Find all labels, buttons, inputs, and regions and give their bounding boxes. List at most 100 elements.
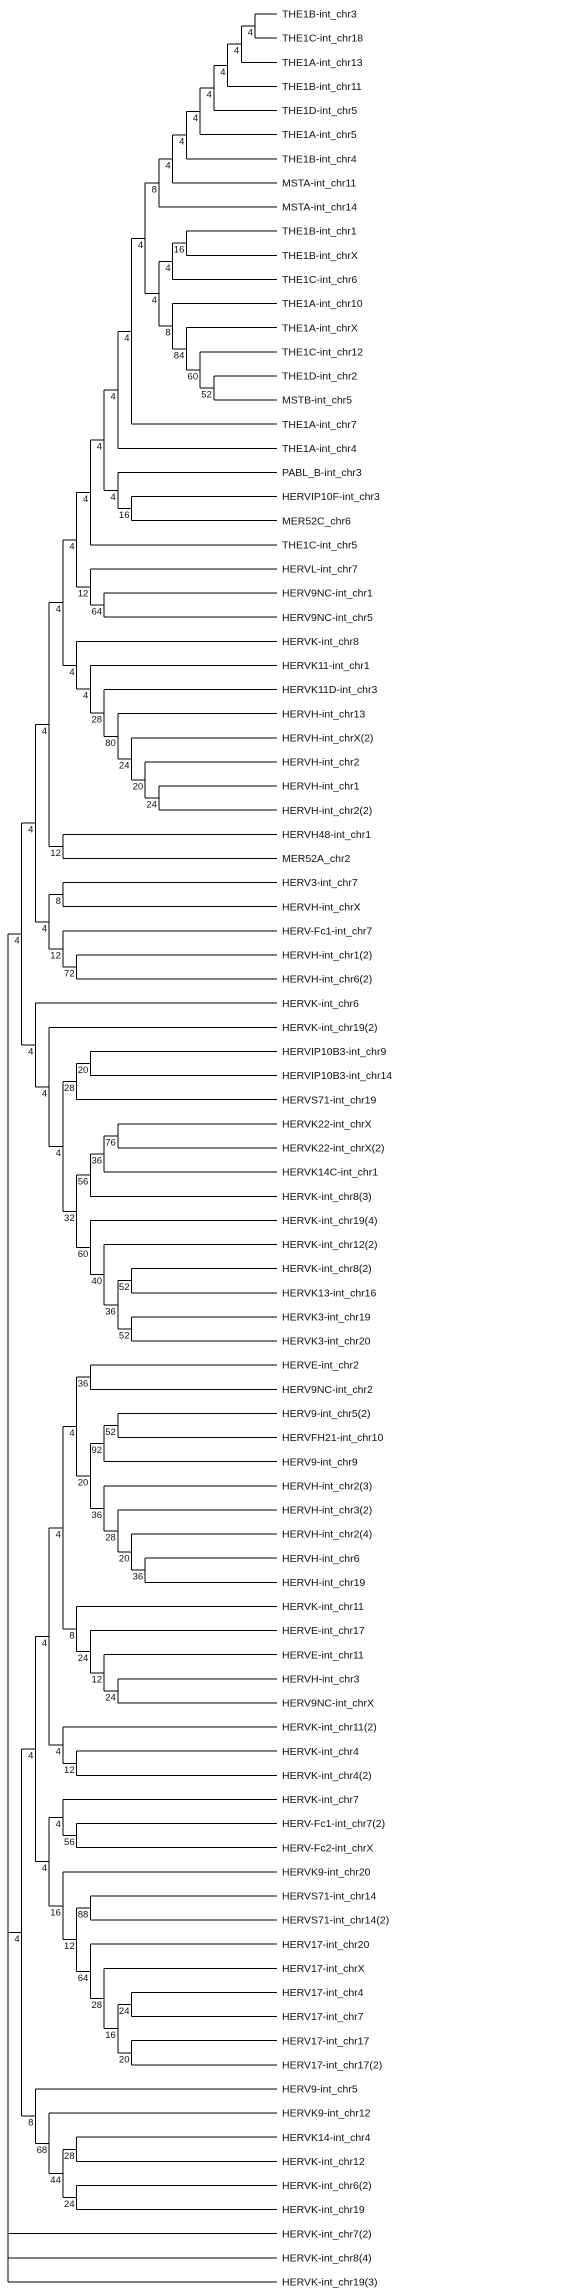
leaf-label: HERVK3-int_chr20 (282, 1336, 371, 1348)
leaf-label: HERVH-int_chr2(2) (282, 805, 372, 817)
leaf-label: HERV17-int_chr17 (282, 2035, 370, 2047)
leaf-label: THE1D-int_chr5 (282, 105, 357, 117)
leaf-label: HERVK22-int_chrX(2) (282, 1143, 385, 1155)
bootstrap-value: 4 (165, 263, 170, 274)
bootstrap-value: 60 (78, 1249, 89, 1260)
bootstrap-value: 24 (78, 1653, 89, 1664)
bootstrap-value: 8 (28, 2118, 33, 2129)
leaf-label: HERVK-int_chr7(2) (282, 2228, 372, 2240)
bootstrap-value: 4 (28, 1047, 33, 1058)
bootstrap-value: 4 (207, 89, 212, 100)
leaf-label: HERV9-int_chr5(2) (282, 1408, 371, 1420)
leaf-label: HERVK11D-int_chr3 (282, 684, 377, 696)
bootstrap-value: 4 (248, 28, 253, 39)
leaf-label: HERVE-int_chr11 (282, 1649, 364, 1661)
bootstrap-value: 4 (110, 492, 115, 503)
bootstrap-value: 56 (78, 1177, 89, 1188)
bootstrap-value: 4 (42, 1638, 47, 1649)
leaf-label: HERV3-int_chr7 (282, 877, 358, 889)
leaf-label: HERVK-int_chr4(2) (282, 1770, 372, 1782)
bootstrap-value: 4 (97, 442, 102, 453)
leaf-label: MSTB-int_chr5 (282, 395, 352, 407)
leaf-label: HERV9NC-int_chrX (282, 1698, 374, 1710)
leaf-label: HERV9-int_chr9 (282, 1456, 358, 1468)
bootstrap-value: 4 (28, 1751, 33, 1762)
bootstrap-value: 12 (50, 950, 61, 961)
leaf-label: HERVK11-int_chr1 (282, 660, 370, 672)
leaf-label: HERVH-int_chr19 (282, 1577, 365, 1589)
bootstrap-values: 4444444816452608484444164446412424202480… (14, 28, 253, 2210)
bootstrap-value: 8 (165, 328, 170, 339)
bootstrap-value: 28 (91, 2000, 102, 2011)
bootstrap-value: 4 (56, 1529, 61, 1540)
leaf-label: HERVH-int_chr1(2) (282, 950, 372, 962)
bootstrap-value: 12 (64, 1941, 75, 1952)
bootstrap-value: 4 (234, 46, 239, 57)
leaf-label: HERVH-int_chrX(2) (282, 732, 373, 744)
tree-branches (7, 13, 277, 2283)
bootstrap-value: 60 (188, 371, 199, 382)
leaf-label: HERVK3-int_chr19 (282, 1311, 371, 1323)
bootstrap-value: 36 (105, 1306, 116, 1317)
leaf-label: HERV9NC-int_chr2 (282, 1384, 373, 1396)
leaf-label: THE1B-int_chr4 (282, 153, 357, 165)
leaf-label: THE1A-int_chr7 (282, 419, 357, 431)
bootstrap-value: 52 (105, 1427, 116, 1438)
bootstrap-value: 4 (56, 1148, 61, 1159)
bootstrap-value: 24 (105, 1692, 116, 1703)
bootstrap-value: 4 (56, 1747, 61, 1758)
leaf-label: HERVK-int_chr11(2) (282, 1722, 377, 1734)
bootstrap-value: 24 (119, 2006, 130, 2017)
leaf-label: HERVIP10F-int_chr3 (282, 491, 380, 503)
leaf-label: HERVK-int_chr6(2) (282, 2180, 372, 2192)
leaf-label: HERVK-int_chr12(2) (282, 1239, 378, 1251)
leaf-label: HERVH-int_chr1 (282, 781, 360, 793)
bootstrap-value: 12 (64, 1765, 75, 1776)
bootstrap-value: 36 (91, 1510, 102, 1521)
bootstrap-value: 24 (119, 760, 130, 771)
leaf-label: HERV-Fc1-int_chr7 (282, 925, 372, 937)
leaf-label: HERVH-int_chr6 (282, 1553, 360, 1565)
leaf-label: HERVK-int_chr8(3) (282, 1191, 372, 1203)
leaf-label: THE1B-int_chr1 (282, 226, 357, 238)
bootstrap-value: 4 (28, 825, 33, 836)
leaf-label: HERVH-int_chr2 (282, 757, 360, 769)
bootstrap-value: 8 (152, 184, 157, 195)
leaf-label: HERV17-int_chr20 (282, 1939, 370, 1951)
bootstrap-value: 32 (64, 1213, 75, 1224)
bootstrap-value: 28 (64, 2151, 75, 2162)
leaf-label: THE1D-int_chr2 (282, 371, 357, 383)
leaf-label: HERVK-int_chr19 (282, 2204, 365, 2216)
leaf-label: THE1C-int_chr12 (282, 346, 363, 358)
leaf-label: HERVK-int_chr8 (282, 636, 359, 648)
bootstrap-value: 28 (91, 714, 102, 725)
leaf-label: THE1B-int_chr3 (282, 9, 357, 21)
leaf-label: HERVK9-int_chr20 (282, 1866, 371, 1878)
leaf-label: HERVK-int_chr19(4) (282, 1215, 378, 1227)
bootstrap-value: 4 (69, 541, 74, 552)
leaf-label: HERV17-int_chr17(2) (282, 2059, 382, 2071)
bootstrap-value: 28 (105, 1533, 116, 1544)
leaf-label: HERVK13-int_chr16 (282, 1287, 377, 1299)
leaf-label: HERVH-int_chrX (282, 901, 361, 913)
bootstrap-value: 4 (193, 113, 198, 124)
bootstrap-value: 20 (78, 1477, 89, 1488)
leaf-label: HERVS71-int_chr14(2) (282, 1915, 389, 1927)
leaf-label: THE1A-int_chr4 (282, 443, 357, 455)
leaf-label: THE1A-int_chr5 (282, 129, 357, 141)
bootstrap-value: 8 (69, 1631, 74, 1642)
bootstrap-value: 4 (42, 1088, 47, 1099)
bootstrap-value: 4 (220, 67, 225, 78)
bootstrap-value: 4 (138, 240, 143, 251)
bootstrap-value: 84 (174, 350, 185, 361)
bootstrap-value: 28 (64, 1083, 75, 1094)
bootstrap-value: 64 (91, 607, 102, 618)
leaf-label: HERVS71-int_chr19 (282, 1094, 377, 1106)
bootstrap-value: 16 (174, 245, 185, 256)
leaf-label: HERVH-int_chr6(2) (282, 974, 372, 986)
bootstrap-value: 4 (56, 604, 61, 615)
bootstrap-value: 4 (69, 1428, 74, 1439)
bootstrap-value: 4 (152, 295, 157, 306)
bootstrap-value: 36 (78, 1379, 89, 1390)
bootstrap-value: 52 (201, 389, 212, 400)
